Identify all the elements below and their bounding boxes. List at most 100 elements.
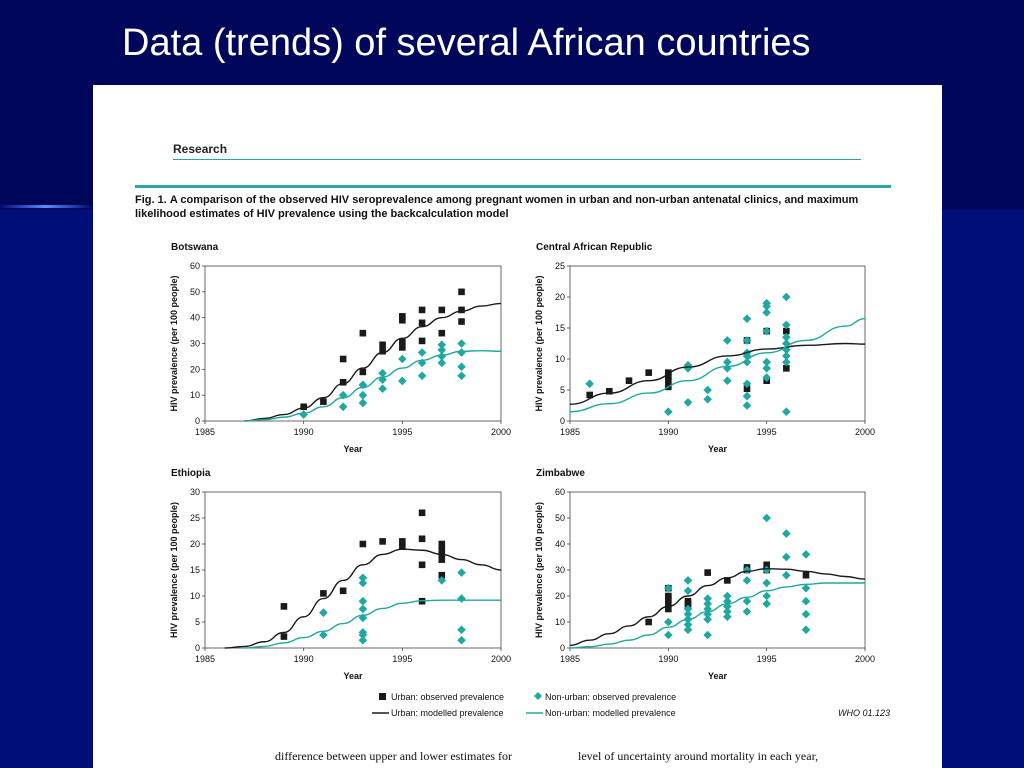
- y-tick-label: 15: [190, 565, 200, 575]
- nonurban-observed-point: [437, 576, 447, 585]
- urban-observed-point: [379, 347, 386, 355]
- nonurban-observed-point: [762, 591, 771, 601]
- urban-observed-point: [665, 605, 672, 613]
- y-tick-label: 40: [190, 313, 200, 323]
- nonurban-observed-point: [358, 604, 368, 614]
- nonurban-observed-point: [762, 364, 771, 373]
- nonurban-observed-point: [585, 379, 594, 389]
- urban-observed-point: [359, 368, 367, 376]
- urban-observed-point: [606, 387, 613, 395]
- urban-observed-point: [458, 288, 465, 296]
- chart-panel-central-african-republic: Central African Republic 0 5 10 15 20 25 1985 19…: [534, 242, 875, 454]
- urban-observed-point: [418, 337, 426, 345]
- nonurban-observed-point: [762, 513, 771, 523]
- y-tick-label: 25: [190, 513, 200, 523]
- x-tick-label: 2000: [855, 654, 875, 664]
- urban-observed-point: [438, 556, 446, 563]
- urban-observed-point: [280, 633, 288, 640]
- section-header: Research: [173, 142, 228, 156]
- urban-observed-point: [339, 587, 347, 595]
- nonurban-observed-point: [762, 308, 771, 317]
- urban-observed-point: [783, 327, 790, 335]
- nonurban-observed-point: [801, 596, 811, 606]
- urban-observed-point: [418, 306, 426, 314]
- nonurban-observed-point: [457, 568, 466, 577]
- nonurban-observed-point: [801, 583, 811, 593]
- urban-observed-point: [665, 373, 672, 380]
- nonurban-observed-point: [742, 379, 752, 389]
- nonurban-observed-point: [742, 391, 752, 401]
- nonurban-observed-point: [683, 620, 693, 629]
- nonurban-observed-point: [437, 352, 447, 361]
- nonurban-modelled-line: [569, 582, 865, 649]
- nonurban-observed-point: [742, 336, 752, 345]
- nonurban-observed-point: [457, 625, 466, 635]
- nonurban-observed-point: [417, 348, 427, 357]
- x-tick-label: 2000: [491, 654, 511, 664]
- plot-frame: [204, 491, 502, 649]
- y-tick-label: 5: [195, 617, 200, 627]
- nonurban-observed-point: [723, 357, 732, 367]
- urban-observed-point: [320, 398, 327, 405]
- x-tick-label: 1995: [392, 654, 412, 664]
- x-tick-label: 1990: [658, 427, 678, 437]
- y-tick-label: 0: [560, 416, 565, 426]
- chart-panel-zimbabwe: Zimbabwe 0 10 20 30 40 50 60 1985 1990 1995 2000 Yea…: [534, 468, 875, 681]
- caption-text: A comparison of the observed HIV seropre…: [135, 194, 859, 220]
- nonurban-modelled-line: [244, 350, 502, 422]
- x-tick-label: 1995: [392, 427, 412, 437]
- nonurban-observed-point: [664, 583, 673, 593]
- x-tick-label: 1985: [560, 427, 580, 437]
- nonurban-observed-point: [417, 371, 427, 381]
- body-text-right: level of uncertainty around mortality in…: [578, 749, 819, 763]
- caption-label: Fig. 1.: [135, 194, 167, 206]
- nonurban-observed-point: [782, 552, 791, 562]
- urban-observed-point: [743, 385, 751, 393]
- chart-title: Ethiopia: [171, 468, 211, 479]
- x-tick-label: 1995: [757, 427, 777, 437]
- urban-observed-point: [379, 538, 386, 545]
- y-tick-label: 5: [560, 385, 565, 395]
- y-axis-label: HIV prevalence (per 100 people): [169, 502, 179, 638]
- urban-observed-point: [802, 571, 810, 579]
- x-tick-label: 1990: [294, 427, 314, 437]
- nonurban-observed-point: [703, 599, 712, 609]
- y-tick-label: 25: [555, 261, 565, 271]
- urban-modelled-line: [224, 548, 502, 649]
- y-tick-label: 0: [195, 416, 200, 426]
- legend-nonurban-observed-marker: [534, 692, 542, 700]
- nonurban-observed-point: [762, 578, 771, 588]
- nonurban-observed-point: [782, 529, 791, 538]
- figure-id-label: WHO 01.123: [838, 708, 890, 718]
- nonurban-observed-point: [762, 373, 771, 382]
- y-tick-label: 60: [555, 487, 565, 497]
- urban-observed-point: [665, 369, 672, 376]
- nonurban-observed-point: [782, 570, 791, 580]
- scanned-paper-figure: Research Fig. 1. A comparison of the obs…: [93, 85, 942, 768]
- y-tick-label: 20: [190, 364, 200, 374]
- figure-legend: Urban: observed prevalence Urban: modelle…: [372, 692, 890, 718]
- urban-observed-point: [399, 313, 406, 320]
- urban-observed-point: [665, 600, 672, 608]
- y-tick-label: 40: [555, 539, 565, 549]
- chart-panel-ethiopia: Ethiopia 0 5 10 15 20 25 30 1985 1990 1995 2000 Year…: [169, 468, 511, 681]
- nonurban-observed-point: [457, 348, 466, 357]
- nonurban-observed-point: [398, 376, 407, 386]
- nonurban-observed-point: [457, 594, 466, 603]
- y-tick-label: 20: [190, 539, 200, 549]
- urban-observed-point: [359, 540, 367, 548]
- nonurban-observed-point: [801, 625, 811, 635]
- urban-observed-point: [704, 569, 711, 576]
- nonurban-observed-point: [703, 615, 712, 624]
- x-tick-label: 1985: [560, 654, 580, 664]
- nonurban-observed-point: [457, 371, 466, 381]
- nonurban-observed-point: [742, 357, 752, 367]
- y-tick-label: 60: [190, 261, 200, 271]
- nonurban-observed-point: [299, 410, 308, 419]
- nonurban-modelled-line: [569, 318, 866, 413]
- y-tick-label: 30: [190, 339, 200, 349]
- nonurban-observed-point: [683, 360, 693, 370]
- nonurban-observed-point: [742, 565, 752, 575]
- legend-urban-observed-marker: [379, 693, 386, 700]
